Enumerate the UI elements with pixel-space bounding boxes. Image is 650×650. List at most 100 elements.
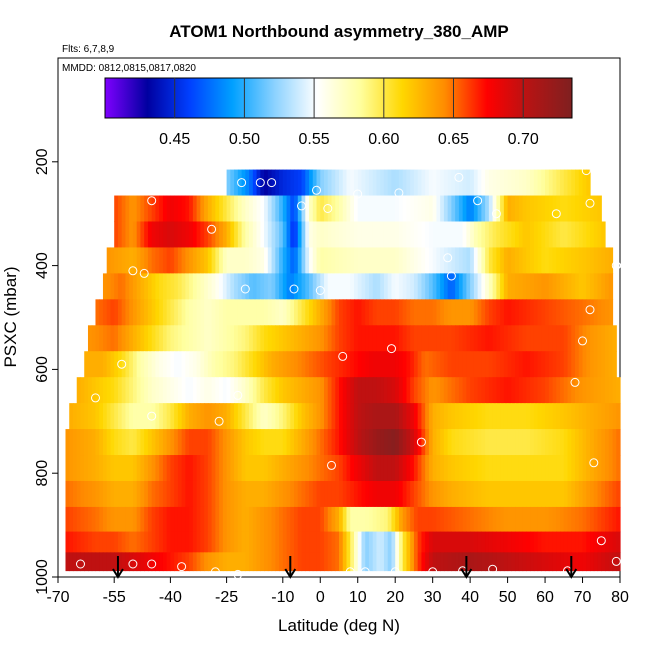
- heatmap-cell: [406, 247, 411, 274]
- heatmap-cell: [196, 221, 201, 249]
- sample-point: [596, 536, 606, 546]
- heatmap-cell: [177, 221, 183, 249]
- heatmap-cell: [368, 247, 374, 274]
- heatmap-cell: [125, 351, 130, 378]
- heatmap-cell: [443, 221, 449, 249]
- heatmap-cell: [102, 299, 108, 326]
- heatmap-cell: [365, 552, 370, 572]
- heatmap-cell: [545, 531, 550, 553]
- heatmap-cell: [69, 506, 74, 533]
- heatmap-cell: [398, 247, 404, 274]
- x-tick-label: -40: [159, 589, 182, 606]
- heatmap-cell: [398, 325, 404, 352]
- heatmap-cell: [331, 506, 336, 533]
- heatmap-cell: [522, 247, 527, 274]
- heatmap-cell: [159, 351, 164, 378]
- heatmap-cell: [230, 552, 235, 572]
- heatmap-cell: [320, 195, 325, 223]
- heatmap-cell: [436, 480, 441, 508]
- heatmap-cell: [503, 273, 509, 300]
- heatmap-cell: [466, 403, 471, 430]
- heatmap-cell: [548, 195, 554, 223]
- heatmap-cell: [522, 377, 527, 404]
- heatmap-cell: [593, 299, 599, 326]
- heatmap-cell: [511, 221, 516, 249]
- heatmap-cell: [264, 325, 269, 352]
- heatmap-cell: [357, 455, 363, 482]
- heatmap-cell: [597, 247, 602, 274]
- heatmap-cell: [279, 325, 284, 352]
- heatmap-cell: [447, 325, 452, 352]
- heatmap-cell: [567, 552, 572, 572]
- heatmap-cell: [582, 247, 587, 274]
- heatmap-cell: [279, 506, 284, 533]
- heatmap-cell: [215, 552, 220, 572]
- heatmap-cell: [391, 531, 396, 553]
- heatmap-cell: [417, 552, 423, 572]
- heatmap-cell: [185, 221, 190, 249]
- heatmap-cell: [578, 377, 584, 404]
- heatmap-cell: [117, 455, 123, 482]
- heatmap-cell: [215, 403, 220, 430]
- heatmap-cell: [222, 325, 228, 352]
- heatmap-cell: [593, 221, 599, 249]
- heatmap-cell: [174, 325, 179, 352]
- heatmap-cell: [189, 429, 194, 456]
- heatmap-cell: [410, 351, 415, 378]
- heatmap-cell: [477, 403, 482, 430]
- heatmap-cell: [170, 221, 175, 249]
- heatmap-cell: [556, 221, 561, 249]
- heatmap-cell: [215, 455, 220, 482]
- heatmap-cell: [515, 429, 520, 456]
- heatmap-cell: [264, 455, 269, 482]
- heatmap-cell: [398, 169, 404, 197]
- heatmap-cell: [166, 299, 171, 326]
- heatmap-cell: [226, 299, 231, 326]
- plot-frame: [57, 57, 621, 578]
- heatmap-cell: [87, 377, 93, 404]
- heatmap-cell: [159, 480, 164, 508]
- heatmap-cell: [65, 455, 70, 482]
- heatmap-cell: [121, 273, 127, 300]
- heatmap-cell: [357, 552, 363, 572]
- heatmap-cell: [545, 403, 550, 430]
- heatmap-cell: [500, 506, 505, 533]
- heatmap-cell: [597, 531, 602, 553]
- heatmap-cell: [387, 169, 393, 197]
- heatmap-cell: [571, 195, 576, 223]
- heatmap-cell: [601, 429, 606, 456]
- heatmap-cell: [237, 325, 243, 352]
- heatmap-cell: [605, 299, 610, 326]
- heatmap-cell: [425, 403, 430, 430]
- heatmap-cell: [447, 403, 452, 430]
- heatmap-cell: [320, 325, 325, 352]
- heatmap-cell: [361, 506, 366, 533]
- heatmap-cell: [249, 195, 254, 223]
- heatmap-cell: [196, 273, 201, 300]
- heatmap-cell: [226, 169, 231, 197]
- heatmap-cell: [121, 429, 127, 456]
- heatmap-cell: [518, 299, 524, 326]
- heatmap-cell: [567, 299, 572, 326]
- x-tick-label: 60: [536, 589, 554, 606]
- heatmap-cell: [571, 531, 576, 553]
- heatmap-cell: [368, 506, 374, 533]
- heatmap-cell: [275, 377, 280, 404]
- heatmap-cell: [440, 480, 445, 508]
- heatmap-cell: [496, 273, 501, 300]
- heatmap-cell: [211, 351, 216, 378]
- heatmap-cell: [327, 351, 333, 378]
- heatmap-cell: [387, 351, 393, 378]
- heatmap-cell: [440, 506, 445, 533]
- heatmap-cell: [350, 506, 355, 533]
- heatmap-cell: [260, 552, 265, 572]
- heatmap-cell: [327, 429, 333, 456]
- heatmap-cell: [267, 247, 273, 274]
- heatmap-cell: [185, 531, 190, 553]
- heatmap-cell: [402, 531, 408, 553]
- heatmap-cell: [398, 377, 404, 404]
- sample-point: [488, 564, 498, 574]
- heatmap-cell: [219, 195, 224, 223]
- heatmap-cell: [507, 429, 512, 456]
- heatmap-cell: [387, 221, 393, 249]
